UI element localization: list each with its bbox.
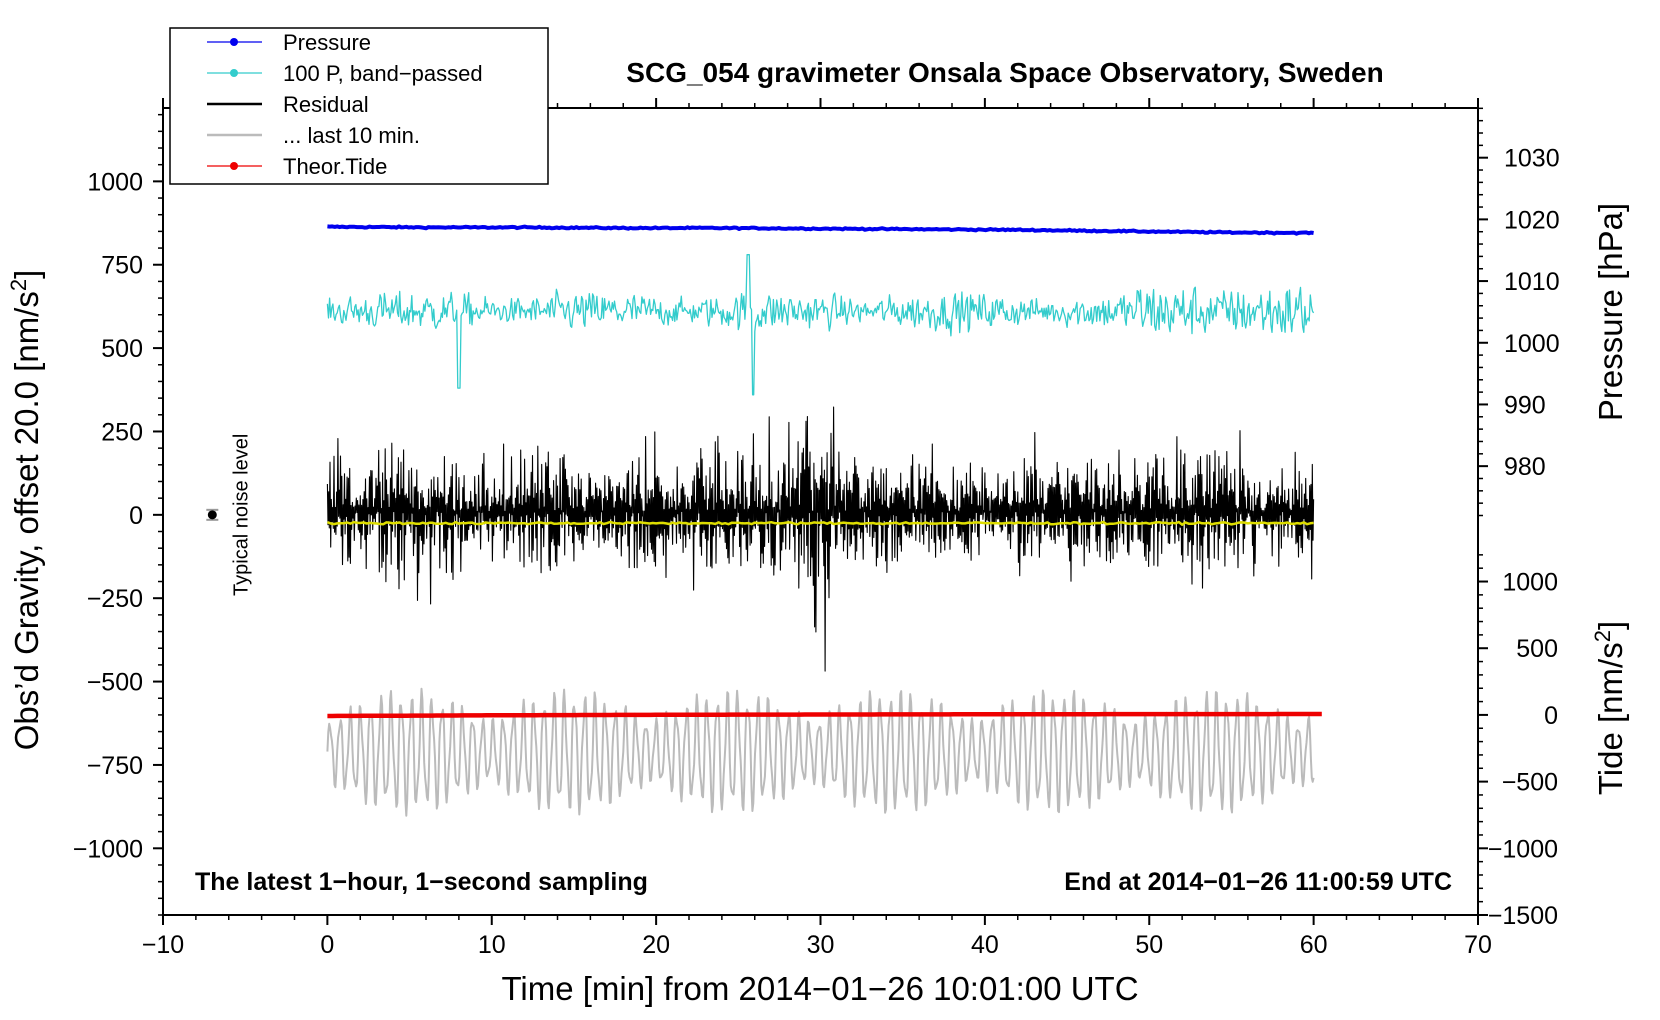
y-pressure-tick-label: 980 [1504, 453, 1546, 481]
x-tick-label: 40 [971, 931, 999, 959]
legend-marker [230, 38, 238, 46]
series-mean-residual-line [326, 520, 1314, 526]
series-last-10-min-line [326, 687, 1315, 817]
y-pressure-tick-label: 1010 [1504, 268, 1560, 296]
legend-label: ... last 10 min. [283, 123, 420, 148]
series-theoretical-tide-line [327, 711, 1322, 719]
y-tide-tick-label: 1000 [1502, 569, 1558, 597]
legend-marker [230, 69, 238, 77]
x-tick-label: 60 [1300, 931, 1328, 959]
legend-label: Residual [283, 92, 369, 117]
axis-layer: −10 0 10 20 30 40 50 60 7010007505002500−250−500… [73, 98, 1560, 959]
annotation-end-time: End at 2014−01−26 11:00:59 UTC [1064, 868, 1452, 896]
series-residual-line [326, 406, 1315, 672]
noise-label: Typical noise level [230, 434, 252, 596]
y-tide-tick-label: −500 [1502, 769, 1558, 797]
annotation-sampling: The latest 1−hour, 1−second sampling [195, 868, 648, 896]
legend-label: Pressure [283, 30, 371, 55]
y-tide-tick-label: −1000 [1488, 835, 1558, 863]
y-left-tick-label: −500 [87, 669, 143, 697]
legend-marker [230, 162, 238, 170]
y-left-tick-label: 250 [101, 418, 143, 446]
legend-label: 100 P, band−passed [283, 61, 483, 86]
x-tick-label: 70 [1464, 931, 1492, 959]
y-left-tick-label: 500 [101, 335, 143, 363]
y-pressure-tick-label: 1000 [1504, 330, 1560, 358]
y-left-tick-label: −1000 [73, 835, 143, 863]
y-axis-title-tide: Tide [nm/s2] [1590, 621, 1629, 795]
y-axis-title-gravity: Obs’d Gravity, offset 20.0 [nm/s2] [6, 270, 45, 751]
x-tick-label: 10 [478, 931, 506, 959]
series-pressure-line [327, 224, 1314, 236]
y-left-tick-label: −750 [87, 752, 143, 780]
y-axis-title-pressure: Pressure [hPa] [1592, 203, 1629, 421]
y-pressure-tick-label: 1020 [1504, 206, 1560, 234]
legend-box [169, 27, 549, 185]
y-left-tick-label: −250 [87, 585, 143, 613]
y-left-tick-label: 0 [129, 502, 143, 530]
series-band-passed-line [326, 254, 1315, 396]
y-left-tick-label: 750 [101, 252, 143, 280]
y-pressure-tick-label: 1030 [1504, 145, 1560, 173]
x-tick-label: 0 [320, 931, 334, 959]
chart-title: SCG_054 gravimeter Onsala Space Observat… [626, 57, 1383, 88]
x-tick-label: 30 [807, 931, 835, 959]
y-pressure-tick-label: 990 [1504, 391, 1546, 419]
noise-point [207, 510, 217, 520]
y-tide-tick-label: −1500 [1488, 902, 1558, 930]
noise-marker-group: Typical noise level [206, 434, 252, 596]
x-tick-label: 20 [642, 931, 670, 959]
x-axis-title: Time [min] from 2014−01−26 10:01:00 UTC [501, 970, 1138, 1007]
y-left-tick-label: 1000 [87, 168, 143, 196]
x-tick-label: 50 [1135, 931, 1163, 959]
legend-label: Theor.Tide [283, 154, 387, 179]
series-layer [326, 224, 1322, 817]
y-tide-tick-label: 0 [1544, 702, 1558, 730]
legend: Pressure 100 P, band−passed Residual ... la… [169, 27, 549, 185]
x-tick-label: −10 [142, 931, 184, 959]
y-tide-tick-label: 500 [1516, 635, 1558, 663]
